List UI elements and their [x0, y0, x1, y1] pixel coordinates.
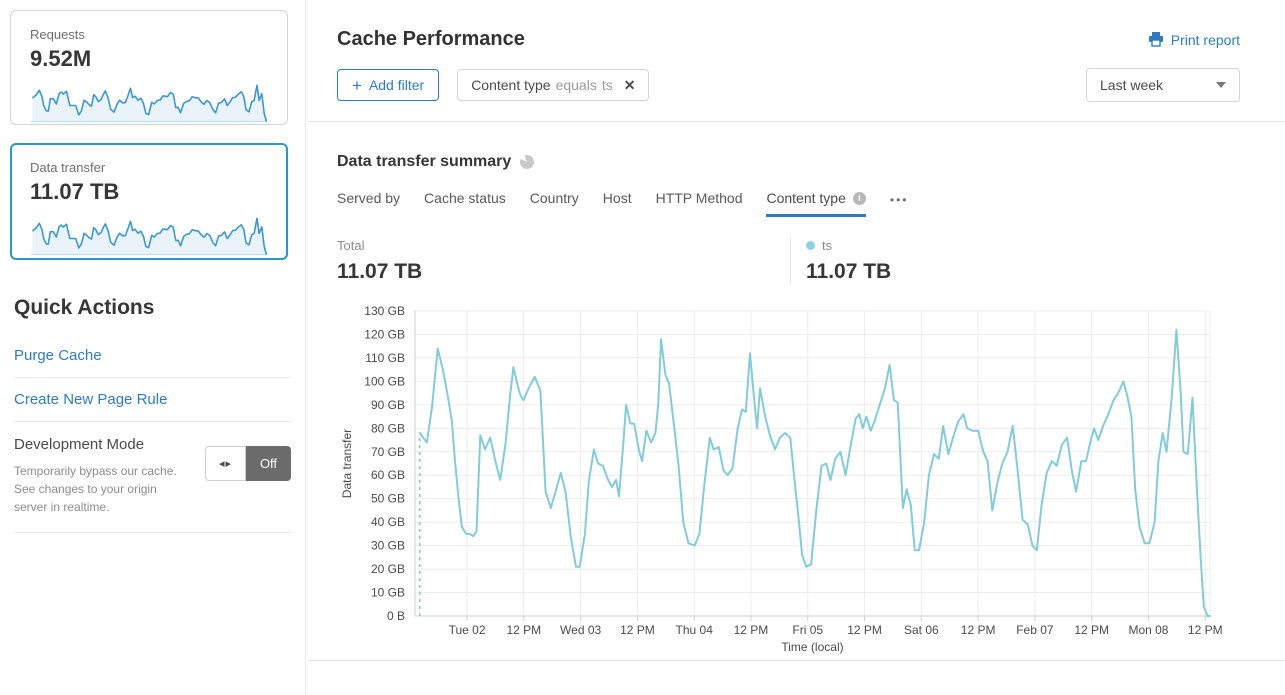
svg-text:40 GB: 40 GB — [371, 515, 405, 529]
svg-text:12 PM: 12 PM — [1074, 623, 1109, 637]
svg-text:12 PM: 12 PM — [506, 623, 541, 637]
svg-text:0 B: 0 B — [387, 609, 405, 623]
svg-text:12 PM: 12 PM — [847, 623, 882, 637]
filter-chip-value: ts — [601, 77, 613, 93]
svg-text:130 GB: 130 GB — [364, 304, 405, 318]
summary-tabs: Served by Cache status Country Host HTTP… — [337, 190, 1240, 217]
data-transfer-card-value: 11.07 TB — [30, 179, 120, 204]
main-content: Cache Performance Print report + Add fil… — [307, 0, 1285, 695]
svg-text:12 PM: 12 PM — [734, 623, 769, 637]
svg-text:Mon 08: Mon 08 — [1128, 623, 1168, 637]
divider — [14, 421, 291, 422]
data-transfer-sparkline-chart — [31, 217, 268, 255]
tab-http-method[interactable]: HTTP Method — [656, 190, 743, 214]
tab-cache-status[interactable]: Cache status — [424, 190, 506, 214]
quick-actions-section: Quick Actions Purge Cache Create New Pag… — [10, 296, 295, 533]
divider — [14, 377, 291, 378]
total-stat: Total 11.07 TB — [337, 238, 790, 284]
info-icon[interactable]: i — [852, 191, 866, 205]
time-range-value: Last week — [1100, 77, 1164, 93]
data-transfer-card-label: Data transfer — [30, 160, 106, 175]
svg-text:Feb 07: Feb 07 — [1016, 623, 1054, 637]
tab-content-type[interactable]: Content type i — [766, 190, 866, 217]
filter-chip-operator: equals — [555, 77, 597, 93]
development-mode-toggle[interactable]: ◂▸ Off — [205, 446, 291, 481]
time-range-dropdown[interactable]: Last week — [1086, 68, 1240, 102]
remove-filter-icon[interactable]: ✕ — [623, 76, 636, 93]
purge-cache-link[interactable]: Purge Cache — [14, 347, 102, 364]
svg-text:80 GB: 80 GB — [371, 421, 405, 435]
development-mode-block: Development Mode Temporarily bypass our … — [14, 422, 291, 532]
svg-text:Time (local): Time (local) — [781, 640, 843, 654]
filter-row: + Add filter Content type equals ts ✕ La… — [337, 68, 1240, 102]
chevron-down-icon — [1216, 82, 1226, 88]
pie-chart-icon — [520, 155, 535, 169]
page-title: Cache Performance — [337, 28, 525, 50]
summary-title: Data transfer summary — [337, 153, 512, 170]
printer-icon — [1148, 32, 1163, 47]
stats-row: Total 11.07 TB ts 11.07 TB — [337, 238, 1240, 284]
add-filter-button[interactable]: + Add filter — [337, 69, 440, 101]
svg-text:110 GB: 110 GB — [365, 351, 405, 365]
svg-text:Sat 06: Sat 06 — [904, 623, 939, 637]
svg-text:Wed 03: Wed 03 — [560, 623, 601, 637]
svg-text:70 GB: 70 GB — [371, 445, 405, 459]
line-chart-canvas: 0 B 10 GB 20 GB 30 GB 40 GB 50 GB 60 GB 70 GB 80… — [340, 304, 1223, 654]
sidebar: Requests 9.52M Data transfer 11.07 TB Qu… — [0, 0, 306, 695]
toggle-arrows-icon[interactable]: ◂▸ — [205, 446, 246, 481]
requests-card-label: Requests — [30, 27, 85, 42]
requests-sparkline-chart — [31, 84, 268, 122]
development-mode-description: Temporarily bypass our cache. See change… — [14, 464, 177, 514]
svg-text:Fri 05: Fri 05 — [792, 623, 823, 637]
quick-actions-title: Quick Actions — [14, 296, 155, 319]
print-report-link[interactable]: Print report — [1148, 32, 1240, 48]
svg-text:12 PM: 12 PM — [620, 623, 655, 637]
data-transfer-metric-card[interactable]: Data transfer 11.07 TB — [10, 143, 288, 260]
divider — [14, 532, 291, 533]
toggle-off-label: Off — [246, 446, 291, 481]
divider — [307, 660, 1285, 661]
tab-host[interactable]: Host — [603, 190, 632, 214]
series-legend-dot — [806, 241, 815, 250]
development-mode-title: Development Mode — [14, 436, 145, 453]
tab-country[interactable]: Country — [530, 190, 579, 214]
series-value: 11.07 TB — [806, 260, 892, 283]
filter-chip-content-type[interactable]: Content type equals ts ✕ — [457, 69, 650, 101]
tab-served-by[interactable]: Served by — [337, 190, 400, 214]
requests-card-value: 9.52M — [30, 46, 92, 71]
svg-text:60 GB: 60 GB — [371, 468, 405, 482]
more-tabs-icon[interactable]: ••• — [890, 190, 909, 207]
svg-text:Thu 04: Thu 04 — [676, 623, 714, 637]
total-label: Total — [337, 238, 365, 253]
print-report-label: Print report — [1170, 31, 1240, 48]
create-page-rule-link[interactable]: Create New Page Rule — [14, 391, 168, 408]
svg-text:Tue 02: Tue 02 — [449, 623, 486, 637]
svg-text:120 GB: 120 GB — [364, 327, 405, 341]
svg-text:100 GB: 100 GB — [364, 374, 405, 388]
filter-chip-field: Content type — [471, 77, 551, 93]
svg-text:12 PM: 12 PM — [961, 623, 996, 637]
series-legend-label: ts — [822, 238, 833, 253]
plus-icon: + — [352, 75, 362, 95]
ts-series-stat: ts 11.07 TB — [790, 238, 891, 284]
svg-text:90 GB: 90 GB — [371, 398, 405, 412]
total-value: 11.07 TB — [337, 260, 423, 283]
add-filter-label: Add filter — [368, 77, 425, 93]
svg-text:Data transfer: Data transfer — [340, 429, 354, 498]
svg-text:20 GB: 20 GB — [371, 562, 405, 576]
requests-metric-card[interactable]: Requests 9.52M — [10, 10, 288, 125]
data-transfer-chart[interactable]: 0 B 10 GB 20 GB 30 GB 40 GB 50 GB 60 GB 70 GB 80… — [337, 298, 1240, 654]
svg-text:50 GB: 50 GB — [371, 492, 405, 506]
tab-content-type-label: Content type — [766, 190, 846, 206]
svg-text:12 PM: 12 PM — [1188, 623, 1223, 637]
svg-text:30 GB: 30 GB — [371, 539, 405, 553]
svg-text:10 GB: 10 GB — [371, 586, 405, 600]
divider — [307, 121, 1285, 122]
